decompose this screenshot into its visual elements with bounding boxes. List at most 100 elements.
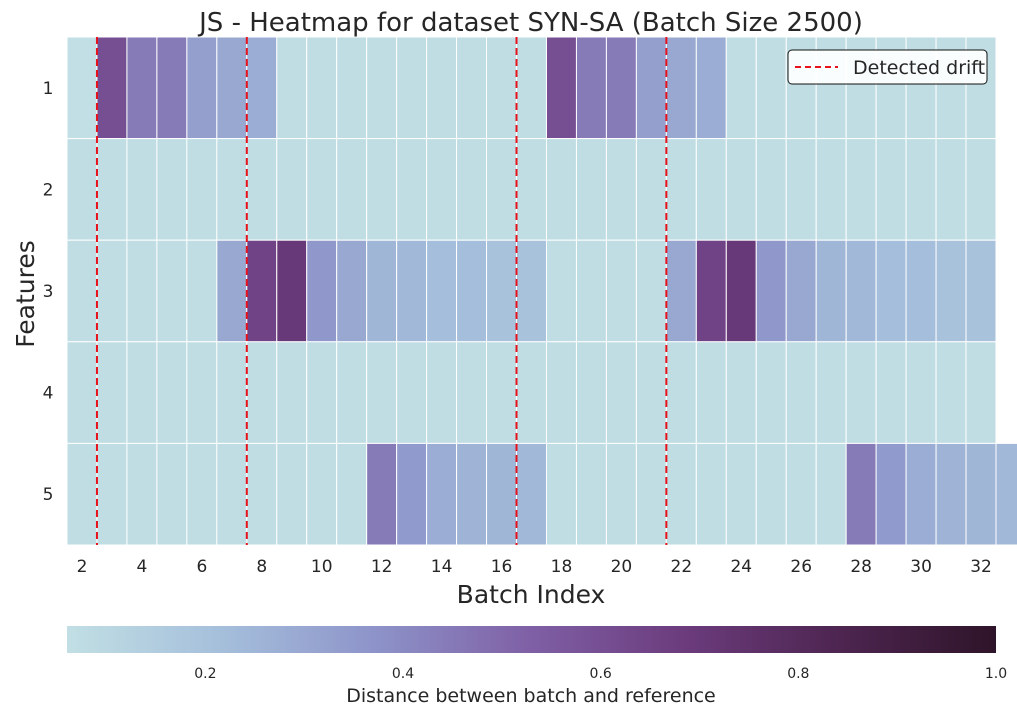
colorbar-label: Distance between batch and reference [346,685,716,707]
x-tick-label: 14 [431,557,453,577]
heatmap-cell [96,36,128,140]
heatmap-cell [246,442,278,546]
y-tick-label: 1 [43,79,54,99]
x-axis-label: Batch Index [457,580,606,609]
heatmap-cell [605,341,637,444]
heatmap-cell [156,239,188,343]
heatmap-cell [875,239,907,343]
heatmap-cell [366,341,398,444]
x-tick-label: 6 [196,557,207,577]
heatmap-cell [366,36,398,140]
heatmap-cell [665,138,697,241]
x-tick-label: 8 [256,557,267,577]
heatmap-cell [126,442,158,546]
heatmap-cell [995,442,1017,546]
heatmap-cell [156,36,188,140]
heatmap-cell [66,442,98,546]
heatmap-cell [935,442,967,546]
heatmap-cell [396,442,428,546]
heatmap-cell [545,341,577,444]
heatmap-cell [725,36,757,140]
heatmap-cell [695,239,727,343]
x-tick-label: 12 [371,557,393,577]
x-tick-label: 26 [790,557,812,577]
heatmap-cell [186,341,218,444]
heatmap-cell [366,239,398,343]
colorbar-ticks: 0.2 0.4 0.6 0.8 1.0 [194,666,1007,682]
heatmap-cell [426,341,458,444]
heatmap-cell [815,341,847,444]
heatmap-cell [366,442,398,546]
heatmap-cell [695,442,727,546]
x-tick-label: 24 [730,557,752,577]
heatmap-cell [456,138,488,241]
drift-lines [95,37,668,545]
heatmap-cell [456,442,488,546]
heatmap-cell [545,36,577,140]
heatmap-cell [725,239,757,343]
legend: Detected drift [787,49,988,85]
heatmap-cell [336,442,368,546]
x-tick-label: 22 [671,557,693,577]
heatmap-cell [665,239,697,343]
heatmap-cell [516,36,547,140]
chart-title: JS - Heatmap for dataset SYN-SA (Batch S… [197,8,863,38]
heatmap-cell [815,138,847,241]
heatmap-cell [486,36,518,140]
heatmap-cell [186,239,218,343]
x-tick-label: 10 [311,557,333,577]
heatmap-cell [486,341,518,444]
heatmap-cell [845,239,877,343]
heatmap-cell [605,138,637,241]
heatmap-cell [126,36,158,140]
heatmap-cell [396,341,428,444]
heatmap-cell [336,36,368,140]
heatmap-cell [965,239,997,343]
heatmap-cell [186,36,218,140]
x-tick-label: 2 [77,557,88,577]
heatmap-cell [96,341,128,444]
heatmap-cell [905,239,937,343]
y-axis-label: Features [11,240,40,348]
heatmap-cell [575,239,607,343]
heatmap-cell [575,138,607,241]
heatmap-cell [516,138,547,241]
heatmap-cell [635,36,667,140]
heatmap-cell [456,36,488,140]
heatmap-cell [396,239,428,343]
heatmap-cell [216,442,248,546]
heatmap-cell [635,138,667,241]
heatmap-cell [815,442,847,546]
heatmap-cell [785,239,817,343]
heatmap-cell [516,341,547,444]
heatmap-cell [426,442,458,546]
heatmap-cell [306,341,338,444]
heatmap-cell [366,138,398,241]
heatmap-cell [605,36,637,140]
x-tick-label: 28 [850,557,872,577]
heatmap-cell [306,36,338,140]
heatmap-cell [66,341,98,444]
heatmap-cell [186,138,218,241]
heatmap-cell [635,239,667,343]
heatmap-cell [755,239,787,343]
heatmap-cell [486,138,518,241]
heatmap-cell [785,138,817,241]
heatmap-cell [186,442,218,546]
heatmap-cell [725,341,757,444]
heatmap-cell [216,341,248,444]
heatmap-cell [665,442,697,546]
heatmap-cell [156,341,188,444]
legend-label: Detected drift [853,57,985,79]
heatmap-cell [306,442,338,546]
heatmap-cell [276,239,308,343]
legend-box [787,49,988,85]
x-tick-labels: 2 4 6 8 10 12 14 16 18 20 22 24 26 28 30 32 [77,557,992,577]
heatmap-cell [126,138,158,241]
heatmap-cell [755,442,787,546]
heatmap-cell [875,442,907,546]
heatmap-cell [126,341,158,444]
heatmap-cell [66,239,98,343]
heatmap-cell [426,239,458,343]
x-tick-label: 30 [910,557,932,577]
